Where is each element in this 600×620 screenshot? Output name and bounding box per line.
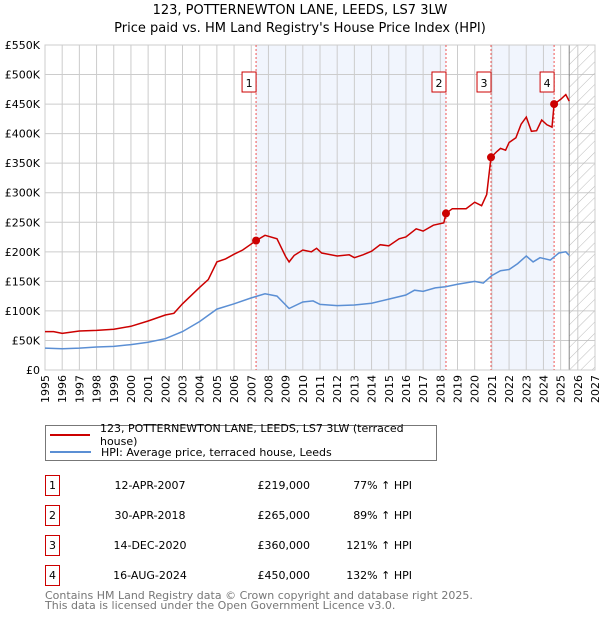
- y-tick-label: £550K: [5, 39, 41, 52]
- sale-label-box: [476, 71, 492, 93]
- sale-hpi-change: 77% ↑ HPI: [353, 479, 412, 492]
- footer-licence: This data is licensed under the Open Gov…: [45, 599, 396, 612]
- sale-point: [252, 236, 261, 245]
- x-tick-label: 2002: [159, 375, 172, 403]
- x-tick-label: 2006: [228, 375, 241, 403]
- sale-point: [487, 153, 496, 162]
- sale-price: £219,000: [257, 479, 311, 492]
- y-tick-label: £350K: [5, 157, 41, 170]
- x-tick-label: 2007: [245, 375, 258, 403]
- forecast-hatch: [569, 45, 595, 370]
- sale-period-shade: [491, 45, 555, 370]
- sale-price: £450,000: [257, 569, 311, 582]
- sale-label-number: 1: [246, 77, 253, 90]
- x-tick-label: 2001: [142, 375, 155, 403]
- plot-area: 1995 1996 1997 1998 1999 2000 2001 2002 2003 2004…: [5, 39, 600, 403]
- x-tick-label: 2019: [452, 375, 465, 403]
- sale-label-box: [539, 71, 555, 93]
- y-tick-label: £400K: [5, 128, 41, 141]
- x-tick-label: 2022: [503, 375, 516, 403]
- sale-date: 30-APR-2018: [114, 509, 186, 522]
- x-tick-label: 2016: [400, 375, 413, 403]
- y-tick-label: £250K: [5, 216, 41, 229]
- sale-label-number: 3: [481, 77, 488, 90]
- y-tick-label: £200K: [5, 246, 41, 259]
- sale-number: 4: [45, 565, 60, 586]
- sale-date: 12-APR-2007: [114, 479, 186, 492]
- x-tick-label: 2015: [383, 375, 396, 403]
- x-tick-label: 2025: [555, 375, 568, 403]
- x-tick-label: 2017: [417, 375, 430, 403]
- sale-row: 2 30-APR-2018 £265,000 89% ↑ HPI: [45, 505, 445, 526]
- x-tick-label: 2004: [194, 375, 207, 403]
- hpi-line: [44, 250, 570, 350]
- sale-row: 3 14-DEC-2020 £360,000 121% ↑ HPI: [45, 535, 445, 556]
- x-tick-label: 2012: [331, 375, 344, 403]
- legend-label-hpi: HPI: Average price, terraced house, Leed…: [101, 445, 332, 459]
- footer-copyright: Contains HM Land Registry data © Crown c…: [45, 589, 473, 602]
- x-tick-label: 2000: [125, 375, 138, 403]
- legend-swatch-hpi: [50, 451, 91, 453]
- x-tick-label: 2013: [348, 375, 361, 403]
- sale-date: 16-AUG-2024: [113, 569, 187, 582]
- sale-label-number: 2: [435, 77, 442, 90]
- sale-price: £360,000: [257, 539, 311, 552]
- x-tick-label: 1996: [56, 375, 69, 403]
- x-tick-label: 2026: [572, 375, 585, 403]
- x-tick-label: 2008: [262, 375, 275, 403]
- sale-period-shade: [256, 45, 446, 370]
- y-tick-label: £0: [26, 364, 40, 377]
- sale-row: 1 12-APR-2007 £219,000 77% ↑ HPI: [45, 475, 445, 496]
- legend: 123, POTTERNEWTON LANE, LEEDS, LS7 3LW (…: [45, 422, 437, 461]
- legend-swatch-property: [50, 434, 90, 436]
- x-tick-label: 2027: [589, 375, 600, 403]
- sale-point: [550, 100, 559, 109]
- sale-hpi-change: 121% ↑ HPI: [346, 539, 412, 552]
- y-tick-label: £150K: [5, 275, 41, 288]
- y-tick-label: £450K: [5, 98, 41, 111]
- y-tick-label: £300K: [5, 187, 41, 200]
- sale-number: 2: [45, 505, 60, 526]
- legend-item-hpi: HPI: Average price, terraced house, Leed…: [50, 444, 332, 460]
- x-tick-label: 1998: [91, 375, 104, 403]
- x-tick-label: 2018: [434, 375, 447, 403]
- x-tick-label: 2021: [486, 375, 499, 403]
- x-tick-label: 2014: [366, 375, 379, 403]
- x-tick-label: 1997: [73, 375, 86, 403]
- x-tick-label: 1995: [39, 375, 52, 403]
- x-tick-label: 1999: [108, 375, 121, 403]
- legend-label-property: 123, POTTERNEWTON LANE, LEEDS, LS7 3LW (…: [99, 422, 404, 448]
- sale-row: 4 16-AUG-2024 £450,000 132% ↑ HPI: [45, 565, 445, 586]
- sale-hpi-change: 132% ↑ HPI: [346, 569, 412, 582]
- chart-title: 123, POTTERNEWTON LANE, LEEDS, LS7 3LW: [152, 3, 448, 18]
- property-price-line: [45, 93, 570, 335]
- x-tick-label: 2020: [469, 375, 482, 403]
- sale-number: 3: [45, 535, 60, 556]
- sale-date: 14-DEC-2020: [113, 539, 187, 552]
- x-tick-label: 2023: [520, 375, 533, 403]
- chart-subtitle: Price paid vs. HM Land Registry's House …: [114, 21, 486, 36]
- sale-number: 1: [45, 475, 60, 496]
- y-tick-label: £100K: [5, 305, 41, 318]
- sale-label-number: 4: [544, 77, 551, 90]
- x-tick-label: 2003: [177, 375, 190, 403]
- x-tick-label: 2024: [537, 375, 550, 403]
- x-tick-label: 2010: [297, 375, 310, 403]
- x-tick-label: 2011: [314, 375, 327, 403]
- y-tick-label: £500K: [5, 69, 41, 82]
- sale-label-box: [431, 71, 447, 93]
- sale-label-box: [241, 71, 257, 93]
- x-tick-label: 2005: [211, 375, 224, 403]
- sale-price: £265,000: [257, 509, 311, 522]
- sale-hpi-change: 89% ↑ HPI: [353, 509, 412, 522]
- legend-item-property: 123, POTTERNEWTON LANE, LEEDS, LS7 3LW (…: [50, 422, 436, 448]
- plot-border: [44, 44, 596, 371]
- x-tick-label: 2009: [280, 375, 293, 403]
- sale-point: [441, 209, 450, 218]
- y-tick-label: £50K: [12, 334, 41, 347]
